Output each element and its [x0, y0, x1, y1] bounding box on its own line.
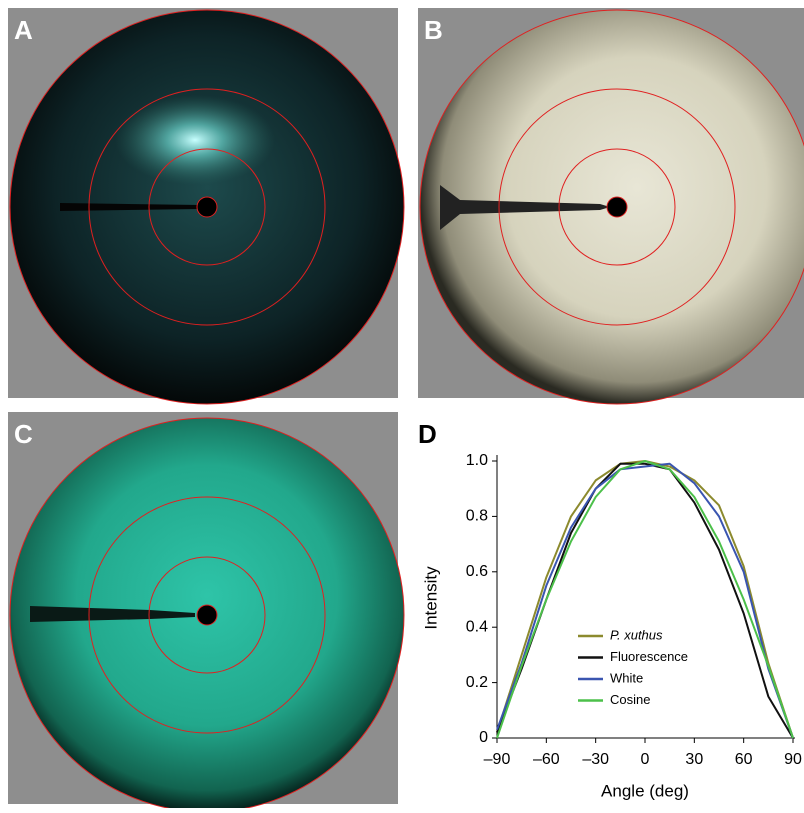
y-axis-title: Intensity — [421, 566, 440, 630]
x-tick-label: 90 — [784, 751, 802, 768]
x-tick-label: 60 — [735, 751, 753, 768]
x-tick-label: –60 — [533, 751, 560, 768]
legend-label: P. xuthus — [610, 627, 663, 642]
x-tick-label: –90 — [484, 751, 511, 768]
y-tick-label: 0.8 — [466, 508, 488, 525]
y-tick-label: 0.2 — [466, 674, 488, 691]
panel-label: B — [424, 15, 443, 45]
figure: A B C D Angle (deg) Intensity 0 0.2 0.4 0.6… — [0, 0, 804, 808]
legend-label: Cosine — [610, 692, 650, 707]
y-tick-label: 0 — [479, 729, 488, 746]
y-tick-label: 0.6 — [466, 563, 488, 580]
x-tick-label: 30 — [685, 751, 703, 768]
x-axis-title: Angle (deg) — [601, 781, 689, 800]
x-tick-label: 0 — [641, 751, 650, 768]
legend-label: Fluorescence — [610, 649, 688, 664]
panel-b — [418, 8, 804, 404]
y-tick-label: 1.0 — [466, 452, 488, 469]
legend-label: White — [610, 670, 643, 685]
x-tick-label: –30 — [582, 751, 609, 768]
panel-label: D — [418, 419, 437, 449]
panel-label: C — [14, 419, 33, 449]
y-tick-label: 0.4 — [466, 618, 488, 635]
panel-label: A — [14, 15, 33, 45]
panel-c — [8, 412, 404, 808]
panel-a — [8, 8, 404, 404]
